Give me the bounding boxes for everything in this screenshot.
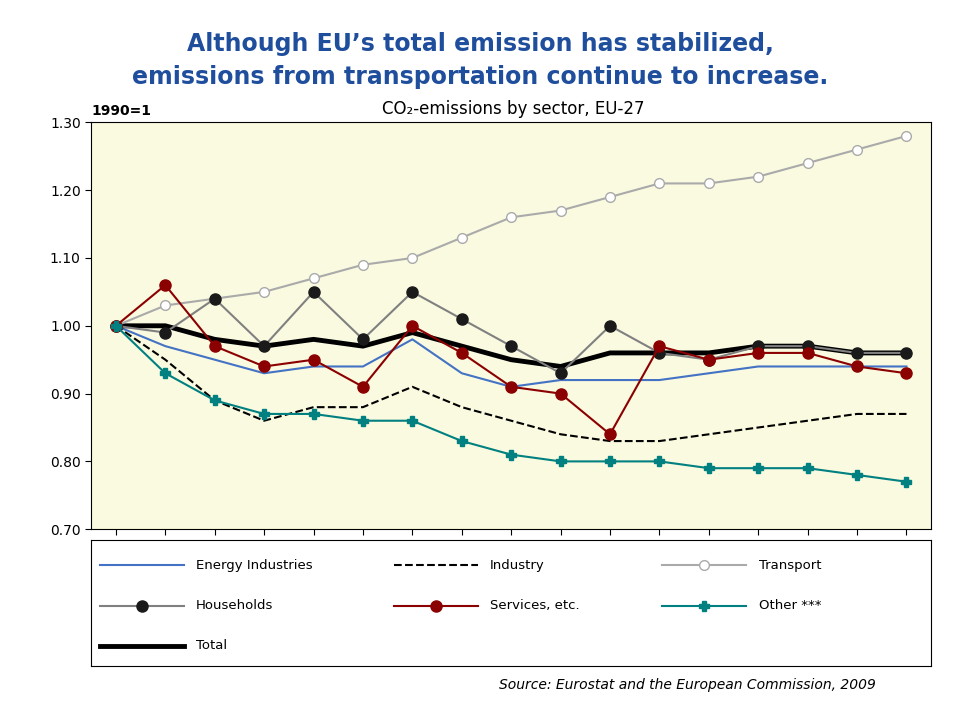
Text: Total: Total <box>196 639 228 652</box>
Text: emissions from transportation continue to increase.: emissions from transportation continue t… <box>132 65 828 89</box>
Text: CO₂-emissions by sector, EU-27: CO₂-emissions by sector, EU-27 <box>382 100 645 118</box>
Text: Source: Eurostat and the European Commission, 2009: Source: Eurostat and the European Commis… <box>499 678 876 693</box>
Text: 1990=1: 1990=1 <box>91 104 151 118</box>
Text: Services, etc.: Services, etc. <box>491 599 580 612</box>
Text: Transport: Transport <box>759 559 822 572</box>
Text: Industry: Industry <box>491 559 545 572</box>
Text: Households: Households <box>196 599 274 612</box>
Text: Energy Industries: Energy Industries <box>196 559 313 572</box>
Text: Although EU’s total emission has stabilized,: Although EU’s total emission has stabili… <box>186 32 774 56</box>
Text: Other ***: Other *** <box>759 599 822 612</box>
